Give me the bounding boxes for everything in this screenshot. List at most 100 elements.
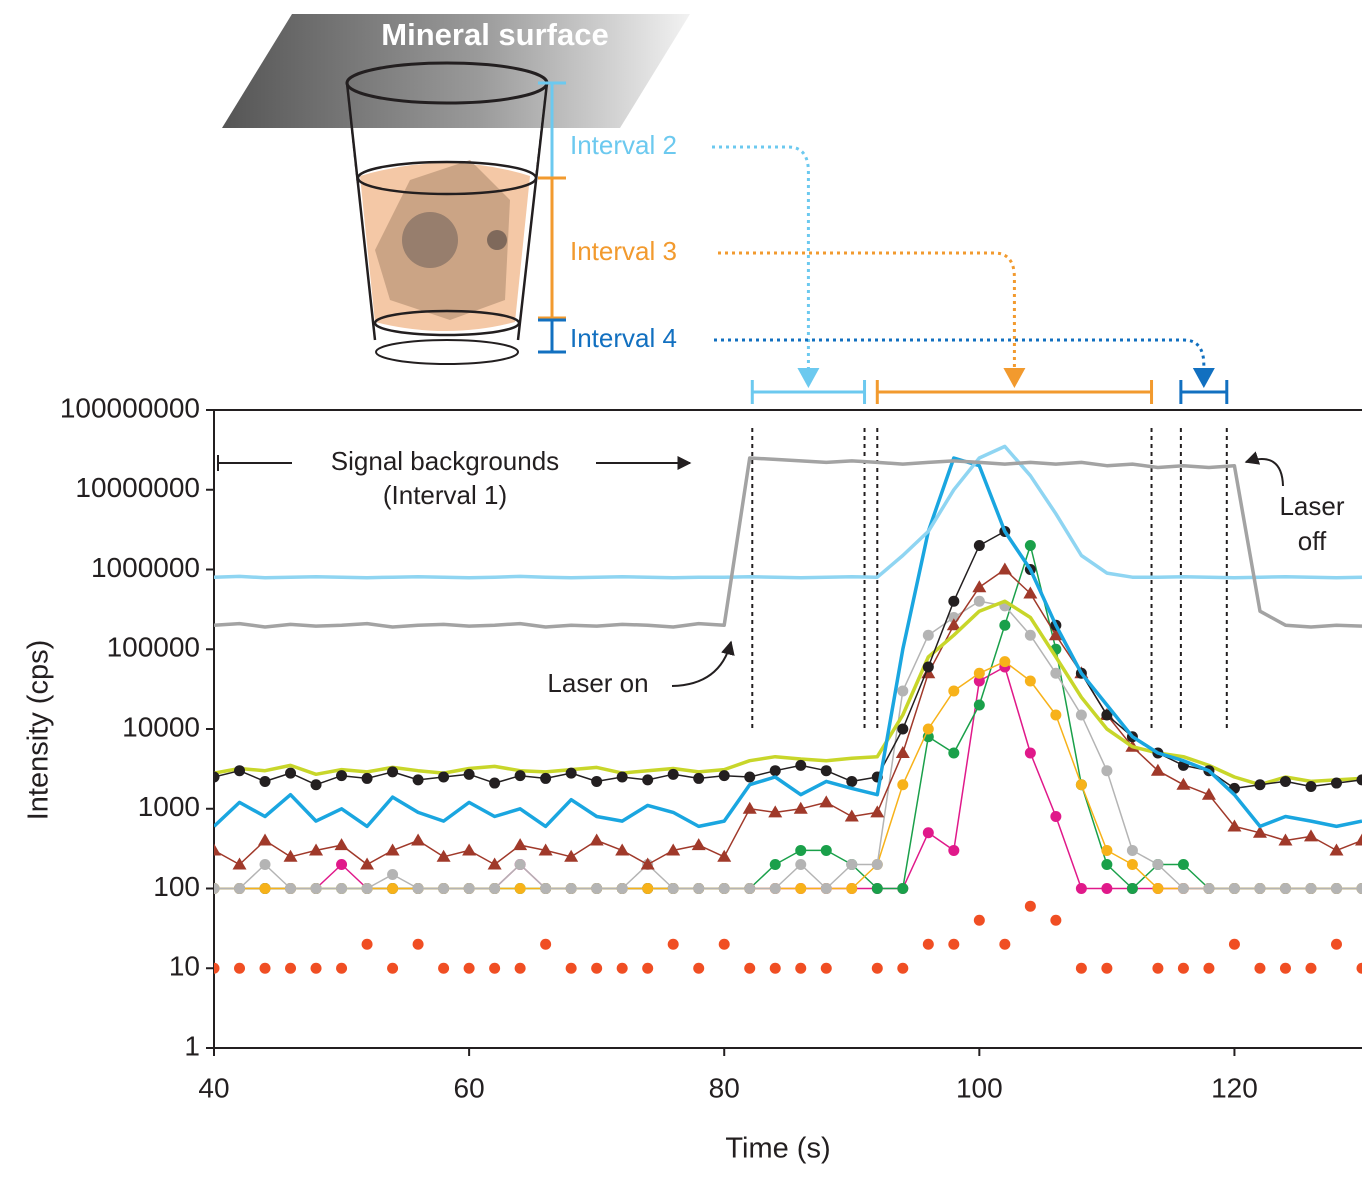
data-point bbox=[744, 883, 755, 894]
y-axis-title: Intensity (cps) bbox=[23, 640, 55, 821]
data-point bbox=[1229, 883, 1240, 894]
data-point bbox=[795, 883, 806, 894]
data-point bbox=[438, 963, 449, 974]
series-line bbox=[214, 458, 1362, 826]
data-point bbox=[1202, 788, 1216, 800]
data-point bbox=[438, 883, 449, 894]
annotation: Signal backgrounds bbox=[331, 446, 559, 476]
data-point bbox=[744, 963, 755, 974]
data-point bbox=[1280, 776, 1291, 787]
data-point bbox=[411, 833, 425, 845]
data-point bbox=[489, 883, 500, 894]
data-point bbox=[846, 859, 857, 870]
data-point bbox=[413, 939, 424, 950]
data-point bbox=[1152, 859, 1163, 870]
data-point bbox=[464, 769, 475, 780]
data-point bbox=[387, 883, 398, 894]
data-point bbox=[285, 768, 296, 779]
data-point bbox=[260, 776, 271, 787]
annotation: (Interval 1) bbox=[383, 480, 507, 510]
data-point bbox=[948, 596, 959, 607]
data-point bbox=[591, 776, 602, 787]
series-line bbox=[214, 601, 1362, 785]
data-point bbox=[948, 748, 959, 759]
data-point bbox=[489, 778, 500, 789]
data-point bbox=[948, 939, 959, 950]
data-point bbox=[362, 883, 373, 894]
data-point bbox=[311, 883, 322, 894]
data-point bbox=[1176, 778, 1190, 790]
x-tick-label: 80 bbox=[709, 1072, 740, 1103]
data-point bbox=[719, 883, 730, 894]
data-point bbox=[540, 883, 551, 894]
annotation-arrow bbox=[672, 642, 731, 686]
data-point bbox=[515, 883, 526, 894]
interval-arrowhead bbox=[797, 368, 819, 388]
data-point bbox=[464, 883, 475, 894]
series-line bbox=[214, 570, 1362, 865]
data-point bbox=[897, 779, 908, 790]
data-point bbox=[821, 765, 832, 776]
x-tick-label: 100 bbox=[956, 1072, 1003, 1103]
y-tick-label: 10000000 bbox=[75, 472, 200, 503]
data-point bbox=[872, 883, 883, 894]
data-point bbox=[897, 685, 908, 696]
x-tick-label: 40 bbox=[198, 1072, 229, 1103]
data-point bbox=[258, 833, 272, 845]
data-point bbox=[285, 963, 296, 974]
data-point bbox=[387, 869, 398, 880]
x-tick-label: 60 bbox=[454, 1072, 485, 1103]
data-point bbox=[1305, 781, 1316, 792]
data-point bbox=[513, 838, 527, 850]
data-point bbox=[234, 963, 245, 974]
data-point bbox=[566, 883, 577, 894]
data-point bbox=[717, 850, 731, 862]
data-point bbox=[1076, 709, 1087, 720]
series-line bbox=[214, 546, 1362, 889]
y-tick-label: 1000 bbox=[138, 791, 200, 822]
data-point bbox=[1254, 883, 1265, 894]
y-tick-label: 100 bbox=[153, 871, 200, 902]
data-point bbox=[846, 883, 857, 894]
data-point bbox=[872, 963, 883, 974]
data-point bbox=[1304, 829, 1318, 841]
data-point bbox=[386, 843, 400, 855]
data-point bbox=[795, 859, 806, 870]
data-point bbox=[1203, 963, 1214, 974]
interval-label: Interval 4 bbox=[570, 323, 677, 353]
data-point bbox=[972, 580, 986, 592]
data-point bbox=[974, 596, 985, 607]
data-point bbox=[311, 963, 322, 974]
data-point bbox=[795, 963, 806, 974]
data-point bbox=[999, 656, 1010, 667]
data-point bbox=[260, 963, 271, 974]
data-point bbox=[1357, 774, 1363, 785]
data-point bbox=[617, 772, 628, 783]
data-point bbox=[1355, 833, 1363, 845]
data-point bbox=[923, 939, 934, 950]
series-line bbox=[214, 601, 1362, 888]
data-point bbox=[1331, 939, 1342, 950]
data-point bbox=[1025, 540, 1036, 551]
data-point bbox=[1101, 859, 1112, 870]
data-point bbox=[642, 883, 653, 894]
data-point bbox=[1305, 883, 1316, 894]
data-point bbox=[1050, 915, 1061, 926]
data-point bbox=[234, 883, 245, 894]
data-point bbox=[693, 963, 704, 974]
data-point bbox=[923, 724, 934, 735]
data-point bbox=[1050, 668, 1061, 679]
data-point bbox=[515, 859, 526, 870]
data-point bbox=[1331, 883, 1342, 894]
data-point bbox=[770, 963, 781, 974]
data-point bbox=[719, 939, 730, 950]
data-point bbox=[1331, 778, 1342, 789]
data-point bbox=[1101, 963, 1112, 974]
data-point bbox=[489, 963, 500, 974]
data-point bbox=[540, 939, 551, 950]
y-tick-label: 1000000 bbox=[91, 552, 200, 583]
data-point bbox=[974, 915, 985, 926]
data-point bbox=[642, 774, 653, 785]
y-tick-label: 10000 bbox=[122, 711, 200, 742]
data-point bbox=[1101, 765, 1112, 776]
